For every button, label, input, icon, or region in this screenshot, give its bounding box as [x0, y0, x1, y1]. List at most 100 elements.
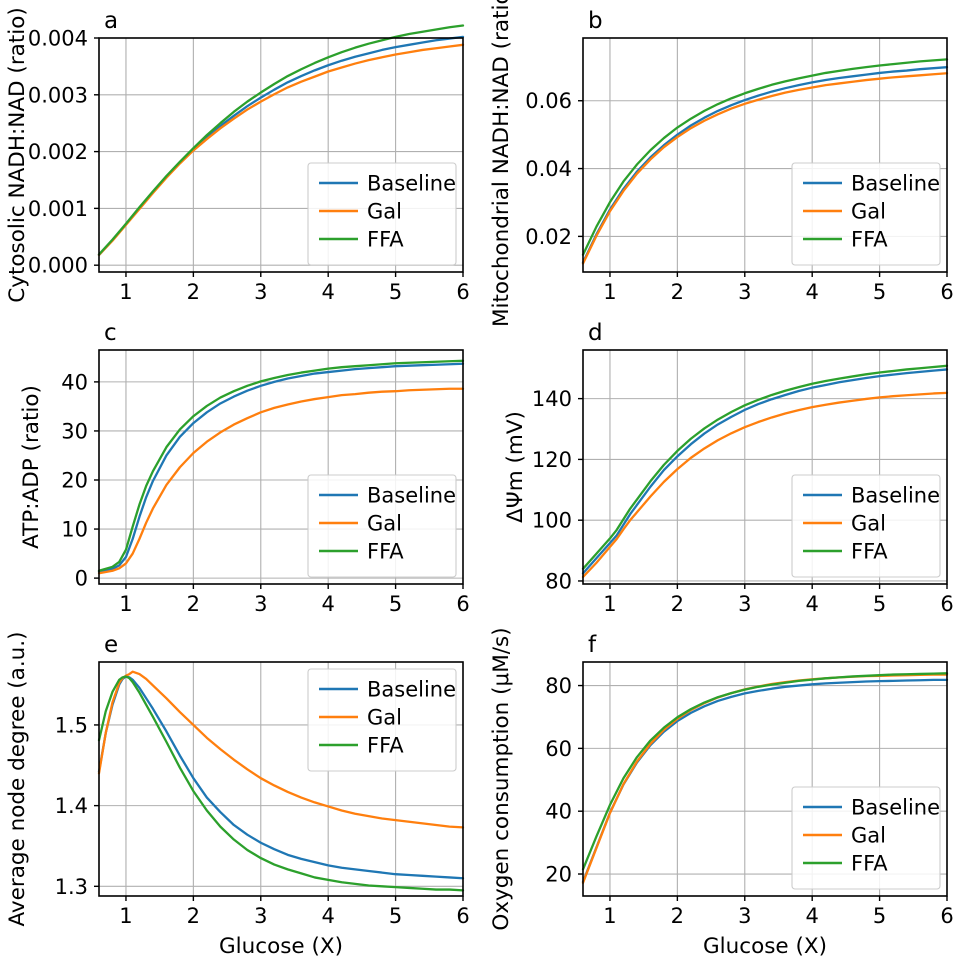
series-line-gal [97, 670, 465, 829]
series-line-ffa [97, 359, 465, 572]
legend-label-baseline: Baseline [367, 172, 456, 196]
x-tick-label: 2 [671, 280, 684, 304]
legend-label-ffa: FFA [367, 734, 404, 758]
x-tick-label: 4 [805, 592, 818, 616]
y-tick-label: 0.02 [525, 225, 572, 249]
legend-f: Baseline Gal FFA [791, 786, 941, 890]
x-tick-label: 4 [805, 904, 818, 928]
x-tick-label: 2 [187, 592, 200, 616]
y-tick-label: 60 [545, 737, 572, 761]
series-line-ffa [97, 24, 465, 256]
legend-label-gal: Gal [851, 512, 886, 536]
y-tick-label: 0 [75, 567, 88, 591]
legend-label-gal: Gal [851, 200, 886, 224]
legend-label-baseline: Baseline [851, 484, 940, 508]
series-line-baseline [581, 368, 949, 575]
y-tick-label: 10 [61, 518, 88, 542]
legend-label-ffa: FFA [851, 852, 888, 876]
panel-letter-a: a [104, 8, 118, 34]
x-tick-label: 4 [321, 280, 334, 304]
y-axis-label: ATP:ADP (ratio) [19, 385, 44, 549]
legend-label-gal: Gal [367, 706, 402, 730]
y-tick-label: 0.002 [28, 140, 88, 164]
x-tick-label: 5 [873, 904, 886, 928]
series-line-gal [581, 391, 949, 579]
x-tick-label: 6 [456, 904, 469, 928]
x-tick-label: 4 [321, 592, 334, 616]
panel-letter-e: e [104, 632, 118, 658]
y-tick-label: 20 [61, 469, 88, 493]
axes-frame [582, 349, 948, 585]
legend-a: Baseline Gal FFA [307, 162, 457, 266]
y-tick-label: 40 [61, 370, 88, 394]
x-axis-label: Glucose (X) [219, 934, 343, 956]
x-tick-label: 1 [119, 592, 132, 616]
legend-b: Baseline Gal FFA [791, 162, 941, 266]
y-axis-label: Cytosolic NADH:NAD (ratio) [5, 7, 30, 303]
panel-letter-d: d [588, 320, 603, 346]
x-tick-label: 6 [456, 280, 469, 304]
legend-label-gal: Gal [367, 512, 402, 536]
x-tick-label: 1 [603, 904, 616, 928]
legend-label-gal: Gal [367, 200, 402, 224]
x-tick-label: 6 [940, 904, 953, 928]
x-axis-label: Glucose (X) [703, 934, 827, 956]
x-tick-label: 1 [119, 280, 132, 304]
panel-letter-b: b [588, 8, 603, 34]
y-tick-label: 0.04 [525, 157, 572, 181]
y-tick-label: 0.06 [525, 89, 572, 113]
x-tick-label: 2 [187, 280, 200, 304]
panel-e: 1 2 3 4 5 6 1.3 1.4 1.5 Average node degree (a.u.… [5, 631, 470, 956]
legend-label-ffa: FFA [367, 540, 404, 564]
x-tick-label: 5 [873, 592, 886, 616]
series-line-ffa [581, 58, 949, 256]
x-tick-label: 5 [873, 280, 886, 304]
y-tick-label: 0.003 [28, 83, 88, 107]
y-axis-label: Average node degree (a.u.) [5, 631, 30, 926]
legend-label-ffa: FFA [851, 228, 888, 252]
x-tick-label: 5 [389, 280, 402, 304]
axes-frame [98, 37, 464, 273]
x-tick-label: 3 [254, 904, 267, 928]
panel-letter-c: c [104, 320, 117, 346]
x-tick-label: 3 [254, 592, 267, 616]
legend-label-ffa: FFA [367, 228, 404, 252]
axes-frame [582, 37, 948, 273]
x-tick-label: 3 [254, 280, 267, 304]
y-axis-label: ΔΨm (mV) [503, 411, 528, 523]
x-tick-label: 1 [119, 904, 132, 928]
axes-frame [98, 349, 464, 585]
axes-frame [582, 661, 948, 897]
series-line-baseline [97, 362, 465, 573]
y-tick-label: 100 [532, 509, 572, 533]
y-tick-label: 0.004 [28, 27, 88, 51]
y-axis-label: Oxygen consumption (μM/s) [489, 627, 514, 930]
legend-label-baseline: Baseline [851, 172, 940, 196]
legend-c: Baseline Gal FFA [307, 474, 457, 578]
legend-label-baseline: Baseline [367, 484, 456, 508]
series-line-ffa [581, 364, 949, 570]
series-line-gal [581, 72, 949, 265]
y-tick-label: 140 [532, 387, 572, 411]
legend-label-baseline: Baseline [851, 796, 940, 820]
x-tick-label: 1 [603, 280, 616, 304]
axes-frame [98, 661, 464, 897]
series-line-gal [97, 387, 465, 575]
x-tick-label: 3 [738, 280, 751, 304]
y-axis-label: Mitochondrial NADH:NAD (ratio) [489, 0, 514, 327]
panel-f: 1 2 3 4 5 6 20 40 60 80 Oxygen consumption (μM/s) G… [489, 627, 954, 956]
legend-label-baseline: Baseline [367, 678, 456, 702]
x-tick-label: 2 [671, 904, 684, 928]
panel-letter-f: f [588, 632, 597, 658]
x-tick-label: 1 [603, 592, 616, 616]
x-tick-label: 3 [738, 592, 751, 616]
y-tick-label: 0.000 [28, 254, 88, 278]
y-tick-label: 30 [61, 419, 88, 443]
panel-c: 1 2 3 4 5 6 0 10 20 30 40 ATP:ADP (ratio) c [19, 320, 470, 616]
y-tick-label: 0.001 [28, 197, 88, 221]
x-tick-label: 6 [940, 280, 953, 304]
x-tick-label: 5 [389, 592, 402, 616]
